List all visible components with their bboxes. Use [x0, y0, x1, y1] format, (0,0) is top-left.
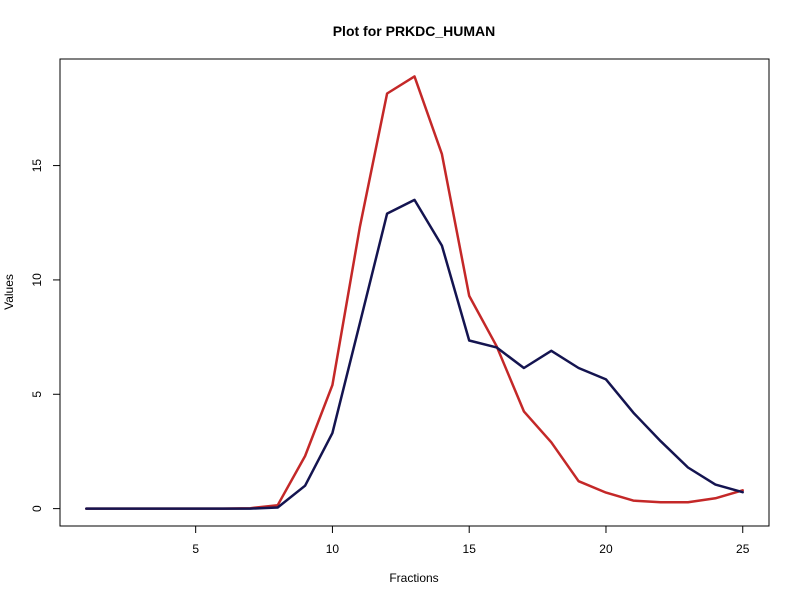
series-line-1: [85, 75, 744, 510]
x-tick-label: 20: [599, 542, 613, 556]
y-tick-label: 10: [30, 273, 44, 287]
x-axis-label: Fractions: [389, 571, 438, 585]
y-tick-label: 15: [30, 159, 44, 173]
x-tick-label: 25: [736, 542, 750, 556]
x-tick-label: 10: [326, 542, 340, 556]
x-tick-label: 5: [192, 542, 199, 556]
x-axis-ticks: 5 10 15 20 25: [192, 526, 750, 556]
x-tick-label: 15: [463, 542, 477, 556]
series-line-2: [85, 198, 744, 510]
y-tick-label: 0: [30, 505, 44, 512]
plot-area-box: [59, 58, 770, 527]
series-layer: [85, 75, 744, 510]
y-tick-label: 5: [30, 391, 44, 398]
y-axis-label: Values: [2, 274, 16, 310]
chart-title: Plot for PRKDC_HUMAN: [333, 23, 496, 39]
y-axis-ticks: 0 5 10 15: [30, 159, 60, 512]
